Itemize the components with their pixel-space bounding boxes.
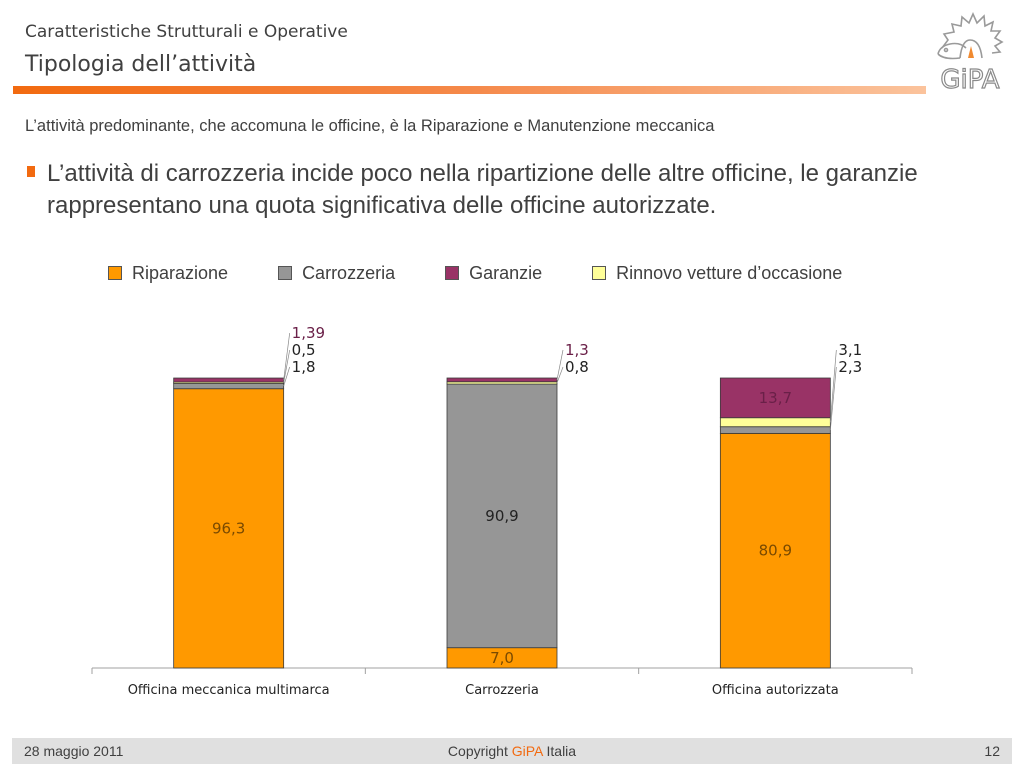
bar-segment-carrozzeria-1	[173, 383, 285, 390]
x-tick-label: Officina autorizzata	[712, 683, 839, 698]
data-label-carrozzeria-3: 2,3	[838, 358, 862, 376]
leader-line-carrozzeria-1	[283, 366, 291, 387]
data-label-rinnovo-1: 0,5	[292, 341, 316, 359]
leader-line-rinnovo-2	[556, 366, 564, 384]
bar-segment-garanzie-1	[173, 377, 285, 383]
stacked-bar-chart: 96,3 1,390,51,8 Officina meccanica multima…	[91, 324, 913, 698]
bullet-icon	[27, 166, 35, 177]
bullet-point: L’attività di carrozzeria incide poco ne…	[27, 158, 1007, 222]
legend-label: Garanzie	[469, 262, 543, 283]
bullet-text: L’attività di carrozzeria incide poco ne…	[47, 160, 918, 219]
slide-subtitle: Caratteristiche Strutturali e Operative	[25, 22, 348, 42]
data-label-riparazione-3: 80,9	[759, 542, 792, 560]
data-label-carrozzeria-1: 1,8	[292, 358, 316, 376]
bar-segment-riparazione-1	[173, 388, 285, 669]
leader-line-carrozzeria-3	[829, 366, 837, 431]
data-label-rinnovo-2: 0,8	[565, 358, 589, 376]
intro-text: L’attività predominante, che accomuna le…	[25, 117, 715, 135]
legend-label: Riparazione	[132, 262, 229, 283]
data-label-carrozzeria-2: 90,9	[485, 507, 518, 525]
hedgehog-icon	[937, 12, 1004, 60]
footer: 28 maggio 2011 Copyright GiPA Italia 12	[12, 738, 1012, 764]
data-label-garanzie-2: 1,3	[565, 341, 589, 359]
legend-swatch-riparazione	[108, 266, 122, 280]
legend-label: Carrozzeria	[302, 262, 396, 283]
legend-swatch-garanzie	[445, 266, 460, 280]
data-label-riparazione-2: 7,0	[490, 649, 514, 667]
bar-segment-garanzie-3	[719, 377, 831, 419]
chart-legend: Riparazione Carrozzeria Garanzie Rinnovo…	[108, 262, 892, 284]
leader-line-garanzie-2	[556, 349, 564, 380]
footer-copyright: Copyright GiPA Italia	[12, 743, 1012, 759]
copyright-brand: GiPA	[511, 743, 543, 759]
leader-line-rinnovo-1	[283, 349, 291, 383]
page-number: 12	[984, 743, 1000, 759]
gipa-logo: GiPA	[937, 12, 1004, 94]
bar-segment-rinnovo-3	[719, 417, 831, 428]
data-label-garanzie-3: 13,7	[759, 389, 792, 407]
bar-segment-carrozzeria-2	[446, 383, 558, 649]
logo-text: GiPA	[940, 65, 999, 94]
bar-segment-carrozzeria-3	[719, 426, 831, 434]
data-label-rinnovo-3: 3,1	[838, 341, 862, 359]
header-rule	[13, 86, 926, 94]
copyright-suffix: Italia	[546, 743, 577, 759]
leader-line-garanzie-1	[283, 332, 291, 381]
legend-label: Rinnovo vetture d’occasione	[616, 262, 843, 283]
logo-accent-icon	[968, 46, 974, 58]
data-label-riparazione-1: 96,3	[212, 519, 245, 537]
x-tick-label: Carrozzeria	[465, 683, 539, 698]
legend-item-rinnovo: Rinnovo vetture d’occasione	[592, 263, 842, 284]
legend-swatch-rinnovo	[592, 266, 607, 280]
x-tick-label: Officina meccanica multimarca	[128, 683, 330, 698]
slide-title: Tipologia dell’attività	[25, 52, 257, 77]
bar-segment-riparazione-3	[719, 432, 831, 669]
legend-item-riparazione: Riparazione	[108, 263, 228, 284]
legend-swatch-carrozzeria	[278, 266, 293, 280]
copyright-prefix: Copyright	[447, 743, 508, 759]
bar-segment-garanzie-2	[446, 377, 558, 383]
data-label-garanzie-1: 1,39	[292, 324, 325, 342]
leader-line-rinnovo-3	[829, 349, 837, 423]
footer-date: 28 maggio 2011	[24, 743, 124, 759]
legend-item-garanzie: Garanzie	[445, 263, 542, 284]
legend-item-carrozzeria: Carrozzeria	[278, 263, 395, 284]
